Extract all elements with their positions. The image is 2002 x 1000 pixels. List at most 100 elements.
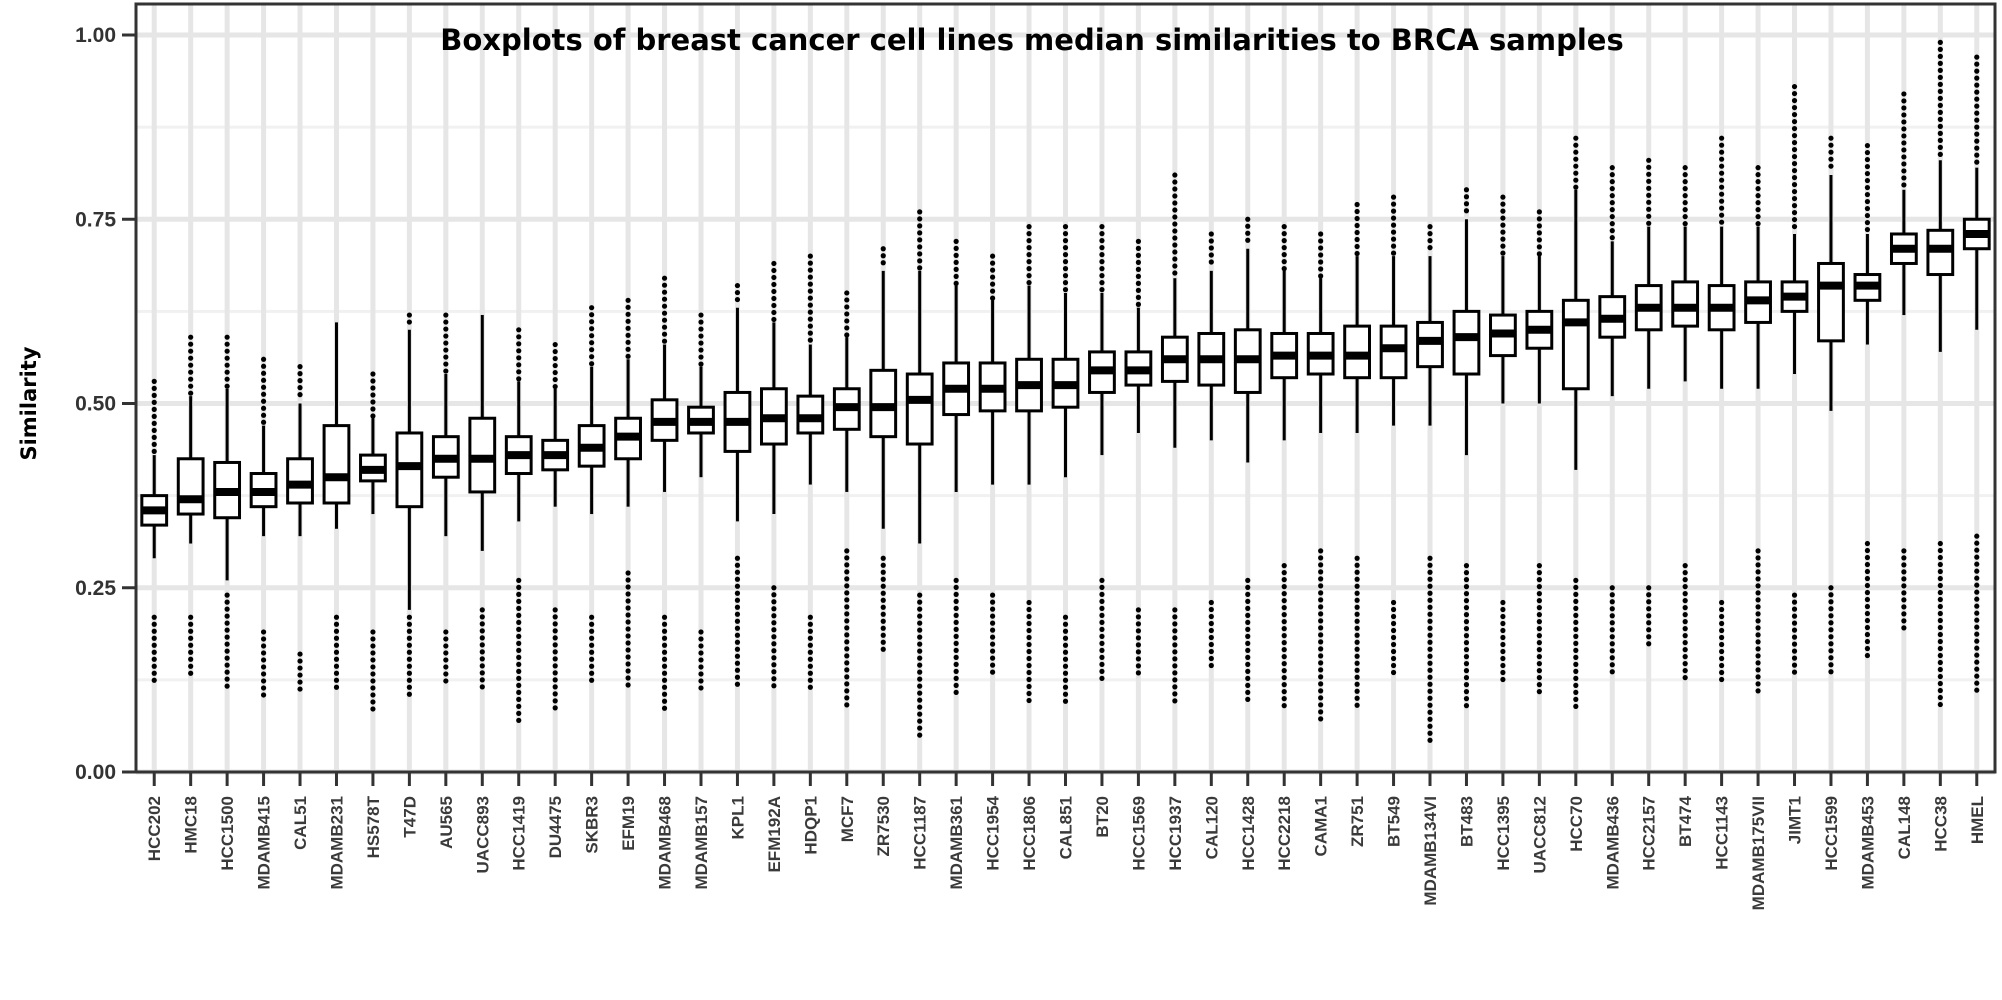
outlier-point <box>1318 674 1324 680</box>
outlier-point <box>443 319 449 325</box>
outlier-point <box>1719 149 1725 155</box>
outlier-point <box>1646 192 1652 198</box>
outlier-point <box>1536 223 1542 229</box>
outlier-point <box>1646 220 1652 226</box>
outlier-point <box>1536 605 1542 611</box>
outlier-point <box>1864 184 1871 191</box>
outlier-point <box>151 642 157 648</box>
outlier-point <box>1281 668 1287 674</box>
outlier-point <box>1864 610 1871 617</box>
outlier-point <box>1719 184 1725 190</box>
outlier-point <box>1937 74 1943 80</box>
outlier-point <box>260 636 267 642</box>
outlier-point <box>1427 639 1433 645</box>
outlier-point <box>1281 626 1287 632</box>
outlier-point <box>297 679 303 685</box>
outlier-point <box>1755 646 1761 652</box>
outlier-point <box>989 253 996 259</box>
outlier-point <box>625 577 631 583</box>
outlier-point <box>1828 149 1834 155</box>
x-tick-label: T47D <box>400 796 419 838</box>
outlier-point <box>589 642 595 648</box>
outlier-point <box>1937 659 1943 666</box>
outlier-point <box>917 209 923 215</box>
outlier-point <box>698 650 704 656</box>
outlier-point <box>1536 689 1542 695</box>
outlier-point <box>1573 612 1579 618</box>
outlier-point <box>1901 604 1907 610</box>
box-cama1 <box>1306 231 1335 722</box>
x-tick-label: CAL51 <box>291 796 310 850</box>
outlier-point <box>1318 653 1324 659</box>
outlier-point <box>1573 640 1579 646</box>
outlier-point <box>406 621 412 627</box>
outlier-point <box>1755 597 1761 603</box>
outlier-point <box>1500 250 1506 256</box>
x-tick-label: HCC1187 <box>911 796 930 870</box>
outlier-point <box>1901 133 1907 139</box>
outlier-point <box>1573 149 1579 155</box>
outlier-point <box>224 606 230 612</box>
outlier-point <box>443 664 449 670</box>
outlier-point <box>552 642 558 648</box>
outlier-point <box>1901 154 1907 160</box>
outlier-point <box>188 614 194 620</box>
outlier-point <box>188 369 194 375</box>
outlier-point <box>1536 640 1542 646</box>
outlier-point <box>734 639 741 645</box>
outlier-point <box>917 216 923 222</box>
outlier-point <box>1463 194 1470 200</box>
outlier-point <box>1427 583 1433 589</box>
outlier-point <box>1026 683 1032 690</box>
outlier-point <box>406 312 412 318</box>
outlier-point <box>1682 214 1688 220</box>
outlier-point <box>224 592 230 598</box>
outlier-point <box>552 362 558 369</box>
outlier-point <box>1026 690 1032 697</box>
outlier-point <box>1026 676 1032 683</box>
outlier-point <box>1500 613 1506 620</box>
outlier-point <box>1026 224 1032 230</box>
outlier-point <box>1062 642 1069 648</box>
outlier-point <box>370 671 376 677</box>
outlier-point <box>1318 238 1324 244</box>
outlier-point <box>1646 599 1652 605</box>
outlier-point <box>1500 662 1506 669</box>
outlier-point <box>1500 648 1506 655</box>
x-tick-label: HCC1954 <box>984 795 1003 870</box>
outlier-point <box>625 311 631 317</box>
outlier-point <box>844 290 850 296</box>
outlier-point <box>589 628 595 634</box>
outlier-point <box>917 676 923 682</box>
outlier-point <box>1427 576 1433 582</box>
outlier-point <box>1937 547 1943 554</box>
chart-title: Boxplots of breast cancer cell lines med… <box>440 23 1623 57</box>
outlier-point <box>880 597 886 603</box>
outlier-point <box>917 258 923 264</box>
outlier-point <box>1062 698 1069 704</box>
outlier-point <box>771 316 777 323</box>
outlier-point <box>1791 648 1798 654</box>
outlier-point <box>1609 627 1615 633</box>
outlier-point <box>625 318 631 324</box>
outlier-point <box>1682 626 1688 632</box>
outlier-point <box>1791 146 1798 153</box>
outlier-point <box>625 297 631 303</box>
outlier-point <box>1719 634 1725 641</box>
outlier-point <box>1026 648 1032 655</box>
outlier-point <box>1099 654 1105 660</box>
outlier-point <box>1937 624 1943 631</box>
outlier-point <box>370 692 376 698</box>
outlier-point <box>844 597 850 603</box>
outlier-point <box>443 361 449 367</box>
outlier-point <box>1172 235 1178 241</box>
outlier-point <box>917 697 923 703</box>
outlier-point <box>1864 589 1871 596</box>
outlier-point <box>625 332 631 338</box>
outlier-point <box>1536 251 1542 257</box>
outlier-point <box>1901 569 1907 575</box>
x-tick-label: BT20 <box>1093 796 1112 838</box>
outlier-point <box>1427 723 1433 729</box>
outlier-point <box>917 725 923 731</box>
outlier-point <box>1099 266 1105 272</box>
